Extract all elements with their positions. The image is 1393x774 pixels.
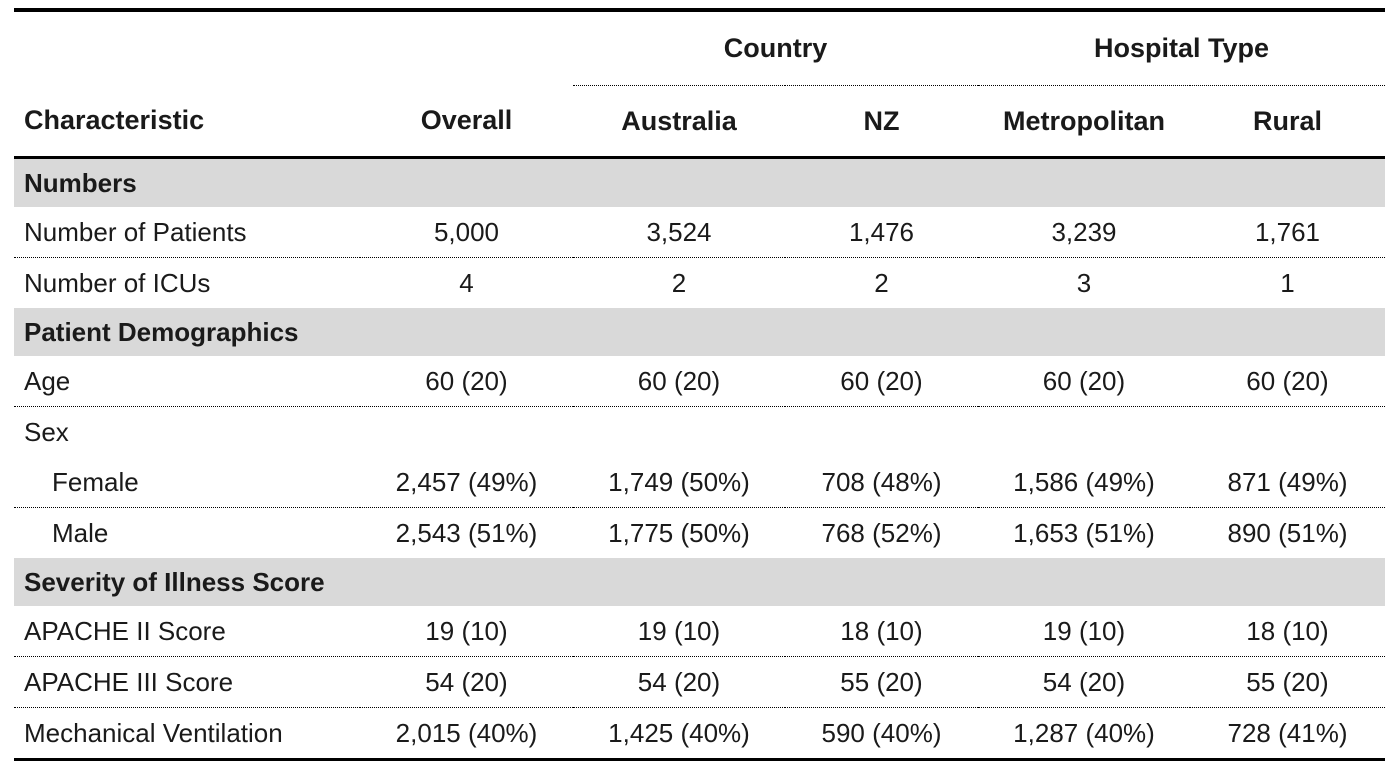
group-header-row: Country Hospital Type xyxy=(14,10,1385,86)
row-label: Female xyxy=(14,457,360,508)
value-cell: 5,000 xyxy=(360,207,573,258)
col-header-characteristic: Characteristic xyxy=(14,85,360,159)
value-cell: 2 xyxy=(671,267,687,298)
group-header-country: Country xyxy=(573,10,978,86)
value-cell: 60 (20) xyxy=(978,356,1190,407)
row-label: APACHE II Score xyxy=(14,606,360,657)
value-cell: 3 xyxy=(1076,267,1092,298)
row-label: Mechanical Ventilation xyxy=(24,717,283,748)
section-header-row: Patient Demographics xyxy=(14,308,1385,356)
group-header-hospital-type: Hospital Type xyxy=(978,10,1385,86)
value-cell: 1,476 xyxy=(785,207,978,258)
value-cell: 18 (10) xyxy=(785,606,978,657)
value-cell: 55 (20) xyxy=(1190,656,1385,708)
value-cell: 2,543 (51%) xyxy=(395,517,538,548)
value-cell: 2,457 (49%) xyxy=(360,457,573,508)
col-header-overall: Overall xyxy=(360,85,573,159)
value-cell: 708 (48%) xyxy=(785,457,978,508)
value-cell: 590 (40%) xyxy=(821,717,942,748)
value-cell: 1,425 (40%) xyxy=(608,717,750,748)
value-cell xyxy=(785,407,978,458)
column-header-row: Characteristic Overall Australia NZ Metr… xyxy=(14,85,1385,159)
row-label: Sex xyxy=(24,416,69,447)
col-header-australia: Australia xyxy=(573,85,785,159)
value-cell: 2,015 (40%) xyxy=(395,717,538,748)
value-cell: 54 (20) xyxy=(573,656,785,708)
value-cell: 728 (41%) xyxy=(1227,717,1348,748)
value-cell: 3,524 xyxy=(573,207,785,258)
table-body: Numbers Number of Patients 5,000 3,524 1,476… xyxy=(14,157,1385,760)
empty-header-cell xyxy=(14,10,360,86)
table-row: Number of ICUs 4 2 2 3 1 xyxy=(14,258,1385,309)
row-label: Number of ICUs xyxy=(24,267,211,298)
section-header-row: Severity of Illness Score xyxy=(14,558,1385,606)
value-cell xyxy=(360,407,573,458)
value-cell: 1,287 (40%) xyxy=(1013,717,1155,748)
value-cell xyxy=(978,407,1190,458)
section-header-row: Numbers xyxy=(14,157,1385,207)
value-cell: 1 xyxy=(1280,267,1295,298)
value-cell: 60 (20) xyxy=(573,356,785,407)
row-label: Male xyxy=(52,517,109,548)
value-cell: 55 (20) xyxy=(785,656,978,708)
value-cell: 871 (49%) xyxy=(1190,457,1385,508)
section-title: Patient Demographics xyxy=(14,308,1385,356)
value-cell: 2 xyxy=(874,267,889,298)
value-cell: 3,239 xyxy=(978,207,1190,258)
table-row: Age 60 (20) 60 (20) 60 (20) 60 (20) 60 (20) xyxy=(14,356,1385,407)
section-title: Numbers xyxy=(14,157,1385,207)
value-cell: 60 (20) xyxy=(1190,356,1385,407)
value-cell: 1,761 xyxy=(1190,207,1385,258)
value-cell: 19 (10) xyxy=(573,606,785,657)
col-header-metropolitan: Metropolitan xyxy=(978,85,1190,159)
table-row: APACHE III Score 54 (20) 54 (20) 55 (20) 54 … xyxy=(14,656,1385,708)
section-title: Severity of Illness Score xyxy=(14,558,1385,606)
value-cell: 60 (20) xyxy=(785,356,978,407)
row-label: APACHE III Score xyxy=(14,656,360,708)
value-cell: 60 (20) xyxy=(360,356,573,407)
value-cell: 1,749 (50%) xyxy=(573,457,785,508)
value-cell: 768 (52%) xyxy=(821,517,942,548)
demographics-table: Country Hospital Type Characteristic Ove… xyxy=(14,8,1385,761)
value-cell xyxy=(1190,407,1385,458)
table-row: Male 2,543 (51%) 1,775 (50%) 768 (52%) 1,653… xyxy=(14,508,1385,559)
col-header-nz: NZ xyxy=(785,85,978,159)
table-header: Country Hospital Type Characteristic Ove… xyxy=(14,10,1385,159)
table-row: APACHE II Score 19 (10) 19 (10) 18 (10) 19 (… xyxy=(14,606,1385,657)
value-cell: 19 (10) xyxy=(978,606,1190,657)
col-header-rural: Rural xyxy=(1190,85,1385,159)
value-cell: 1,586 (49%) xyxy=(978,457,1190,508)
table-row: Number of Patients 5,000 3,524 1,476 3,239 1,… xyxy=(14,207,1385,258)
value-cell: 1,653 (51%) xyxy=(1013,517,1155,548)
value-cell: 18 (10) xyxy=(1190,606,1385,657)
value-cell: 19 (10) xyxy=(360,606,573,657)
value-cell: 54 (20) xyxy=(360,656,573,708)
value-cell: 1,775 (50%) xyxy=(608,517,750,548)
row-label: Number of Patients xyxy=(14,207,360,258)
table-row: Sex xyxy=(14,407,1385,458)
row-label: Age xyxy=(14,356,360,407)
empty-header-cell xyxy=(360,10,573,86)
value-cell: 890 (51%) xyxy=(1227,517,1348,548)
value-cell: 4 xyxy=(459,267,474,298)
table-row: Mechanical Ventilation 2,015 (40%) 1,425 (… xyxy=(14,708,1385,760)
value-cell: 54 (20) xyxy=(978,656,1190,708)
value-cell xyxy=(573,407,785,458)
table-row: Female 2,457 (49%) 1,749 (50%) 708 (48%) 1,5… xyxy=(14,457,1385,508)
